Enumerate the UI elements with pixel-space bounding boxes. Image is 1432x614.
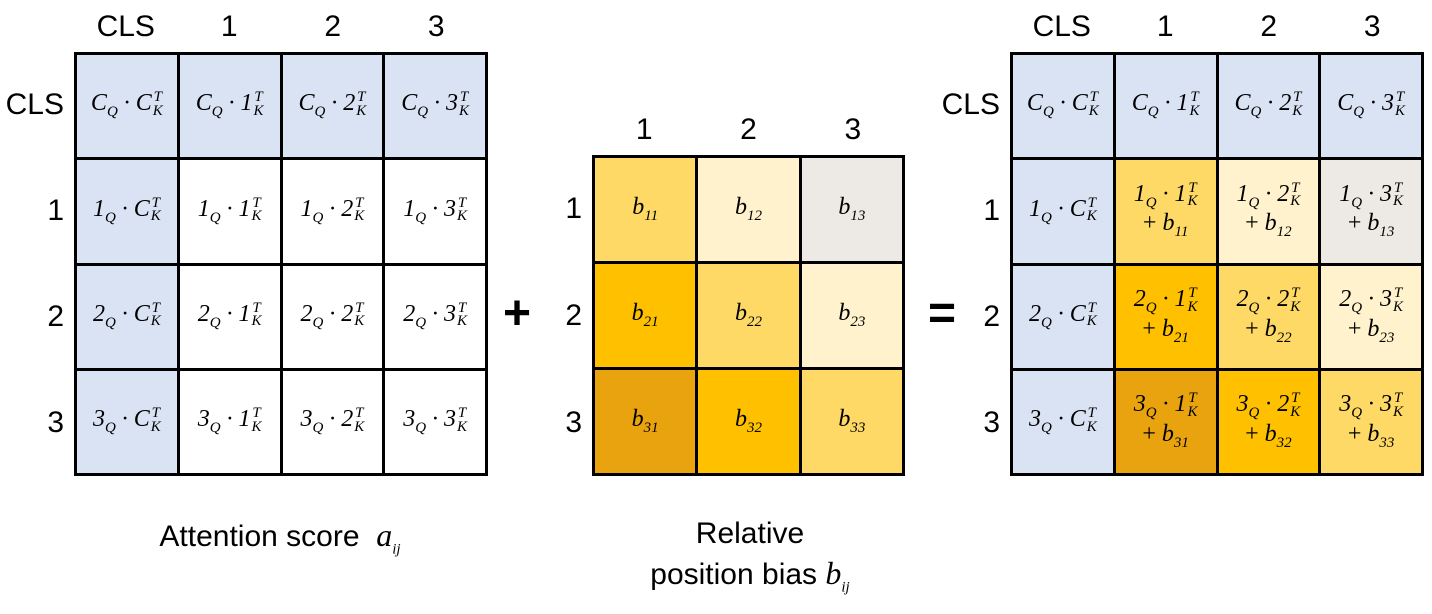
result_matrix-cell: 3Q · 3 T K + b33	[1321, 370, 1421, 473]
bias_matrix-row-header: 3	[565, 405, 582, 439]
result_matrix-col-header: 1	[1156, 10, 1174, 43]
bias_matrix-cell: b21	[595, 264, 696, 367]
result_matrix-cell: 2Q · 1 T K + b21	[1115, 265, 1216, 368]
attention-score-symbol: aij	[376, 517, 401, 558]
result_matrix-col-header: CLS	[1032, 10, 1091, 43]
bias_matrix-row-header: 2	[565, 298, 582, 332]
result_matrix-cell: 3Q · 2 T K + b32	[1218, 370, 1319, 473]
bias_matrix-cell: b33	[801, 370, 902, 473]
result_matrix-cell: 2Q · 3 T K + b23	[1321, 265, 1421, 368]
score_matrix-col-header: CLS	[96, 10, 155, 43]
bias_matrix-cell: b11	[595, 158, 696, 261]
result_matrix-cell: 1Q · 3 T K + b13	[1321, 160, 1421, 263]
bias-caption-line1: Relative	[695, 517, 805, 550]
result_matrix-row-header: CLS	[941, 88, 1000, 121]
bias_matrix-col-header: 1	[635, 113, 653, 146]
bias_matrix-cell: b31	[595, 370, 696, 473]
bias_matrix-cell: b22	[698, 264, 799, 367]
plus-sign: +	[503, 287, 532, 340]
result_matrix-col-header: 3	[1363, 10, 1381, 43]
score_matrix-row-header: 2	[47, 300, 64, 333]
score_matrix-row-header: 1	[47, 194, 64, 227]
score_matrix-col-header: 3	[427, 10, 445, 43]
attention-score-caption: Attention score aij	[110, 515, 450, 559]
result_matrix-col-header: 2	[1260, 10, 1278, 43]
bias_matrix-cell: b23	[801, 264, 902, 367]
result_matrix-cell: 1Q · 1 T K + b11	[1115, 160, 1216, 263]
bias_matrix-col-header: 2	[740, 113, 757, 146]
result_matrix-cell: 1Q · 2 T K + b12	[1218, 160, 1319, 263]
bias_matrix-col-header: 3	[844, 113, 862, 146]
score_matrix-col-header: 1	[220, 10, 238, 43]
result_matrix-cell: 3Q · 1 T K + b31	[1115, 370, 1216, 473]
relative-position-bias-matrix: b11 b12 b13 b21 b22 b23 b31 b32 b33	[592, 155, 905, 476]
bias_matrix-cell: b32	[698, 370, 799, 473]
result_matrix-row-header: 2	[983, 300, 1000, 333]
bias-caption-line2: position bias	[650, 557, 818, 591]
result_matrix-cell: 2Q · 2 T K + b22	[1218, 265, 1319, 368]
bias-caption: Relative position bias bij	[580, 515, 920, 597]
equals-sign: =	[928, 287, 957, 340]
score_matrix-col-header: 2	[324, 10, 342, 43]
score_matrix-row-header: 3	[47, 406, 64, 439]
bias_matrix-cell: b12	[698, 158, 799, 261]
result_matrix-row-header: 3	[983, 406, 1000, 439]
result_matrix-row-header: 1	[983, 194, 1000, 227]
bias_matrix-cell: b13	[801, 158, 902, 261]
attention-score-caption-text: Attention score	[159, 520, 360, 553]
score_matrix-row-header: CLS	[5, 88, 64, 121]
bias_matrix-row-header: 1	[565, 191, 582, 225]
bias-symbol: bij	[825, 554, 850, 595]
